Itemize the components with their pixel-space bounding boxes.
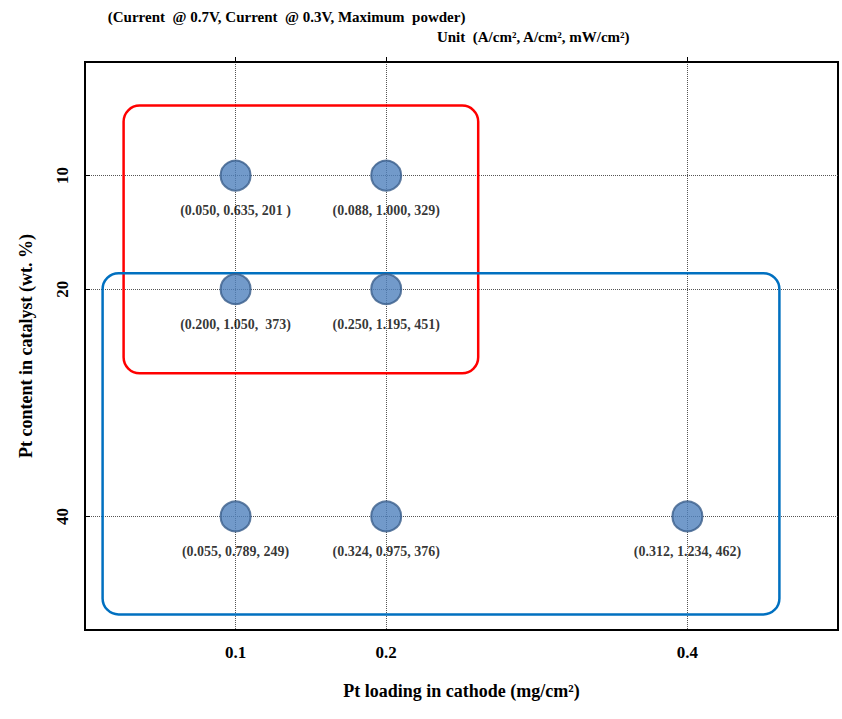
svg-text:(0.324, 0.975, 376): (0.324, 0.975, 376) (333, 544, 441, 560)
svg-text:(0.200, 1.050, 373): (0.200, 1.050, 373) (180, 317, 291, 333)
svg-text:20: 20 (53, 281, 72, 298)
svg-text:Unit (A/cm², A/cm², mW/cm²): Unit (A/cm², A/cm², mW/cm²) (437, 29, 630, 46)
svg-text:40: 40 (53, 508, 72, 525)
svg-text:(0.088, 1.000, 329): (0.088, 1.000, 329) (333, 203, 441, 219)
svg-text:Pt content in catalyst (wt. %): Pt content in catalyst (wt. %) (16, 234, 37, 458)
svg-text:0.1: 0.1 (225, 643, 246, 662)
svg-text:(0.312, 1.234, 462): (0.312, 1.234, 462) (634, 544, 742, 560)
svg-text:0.2: 0.2 (376, 643, 397, 662)
svg-text:Pt loading in cathode (mg/cm²): Pt loading in cathode (mg/cm²) (343, 681, 579, 702)
svg-text:(0.055, 0.789, 249): (0.055, 0.789, 249) (182, 544, 290, 560)
svg-text:0.4: 0.4 (677, 643, 699, 662)
svg-text:(Current @ 0.7V, Current @ 0: (Current @ 0.7V, Current @ 0.3V, Maximum… (108, 9, 466, 26)
svg-text:(0.250, 1.195, 451): (0.250, 1.195, 451) (333, 317, 441, 333)
svg-text:10: 10 (53, 167, 72, 184)
svg-text:(0.050, 0.635, 201 ): (0.050, 0.635, 201 ) (180, 203, 291, 219)
